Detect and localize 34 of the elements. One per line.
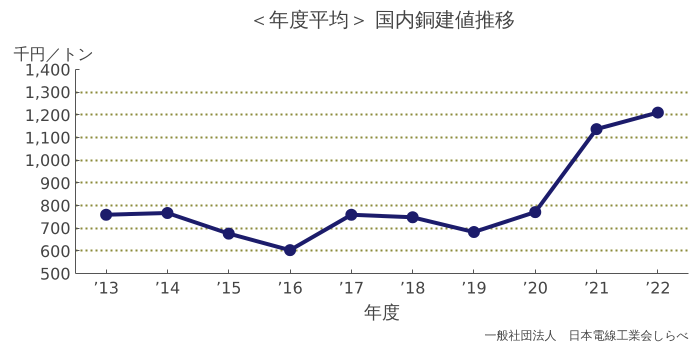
chart-title: ＜年度平均＞ 国内銅建値推移 bbox=[248, 8, 516, 32]
point bbox=[345, 208, 358, 221]
point bbox=[468, 226, 480, 238]
x-tick-label: ’21 bbox=[584, 278, 610, 298]
point bbox=[590, 123, 603, 136]
y-tick-label: 1,100 bbox=[24, 128, 71, 148]
point bbox=[100, 208, 112, 221]
point bbox=[652, 106, 664, 119]
point bbox=[222, 228, 235, 240]
y-tick-label: 900 bbox=[40, 174, 71, 193]
point bbox=[406, 211, 419, 224]
text: 一般社団法人 日本電線工業会しらべ bbox=[484, 328, 688, 342]
point bbox=[161, 206, 174, 219]
x-tick-label: ’14 bbox=[154, 278, 180, 298]
y-tick-label: 500 bbox=[40, 264, 71, 284]
y-tick-label: 1,400 bbox=[24, 60, 71, 80]
x-tick-label: ’22 bbox=[645, 278, 671, 298]
x-tick-label: ’19 bbox=[461, 278, 487, 298]
y-tick-label: 800 bbox=[40, 196, 71, 216]
y-axis-title: 千円／トン bbox=[14, 44, 94, 64]
x-tick-label: ’15 bbox=[216, 278, 242, 298]
x-tick-label: ’20 bbox=[522, 278, 548, 298]
point bbox=[529, 206, 542, 218]
x-axis-title: 年度 bbox=[364, 302, 400, 324]
x-tick-label: ’17 bbox=[338, 278, 364, 298]
y-tick-label: 1,300 bbox=[24, 83, 71, 102]
y-tick-label: 1,000 bbox=[24, 151, 71, 170]
x-tick-label: ’16 bbox=[277, 278, 303, 298]
y-tick-label: 1,200 bbox=[24, 106, 71, 125]
x-tick-label: ’18 bbox=[400, 278, 426, 298]
y-tick-label: 700 bbox=[40, 219, 71, 238]
point bbox=[284, 244, 296, 256]
x-tick-label: ’13 bbox=[93, 278, 119, 298]
y-tick-label: 600 bbox=[40, 242, 71, 261]
